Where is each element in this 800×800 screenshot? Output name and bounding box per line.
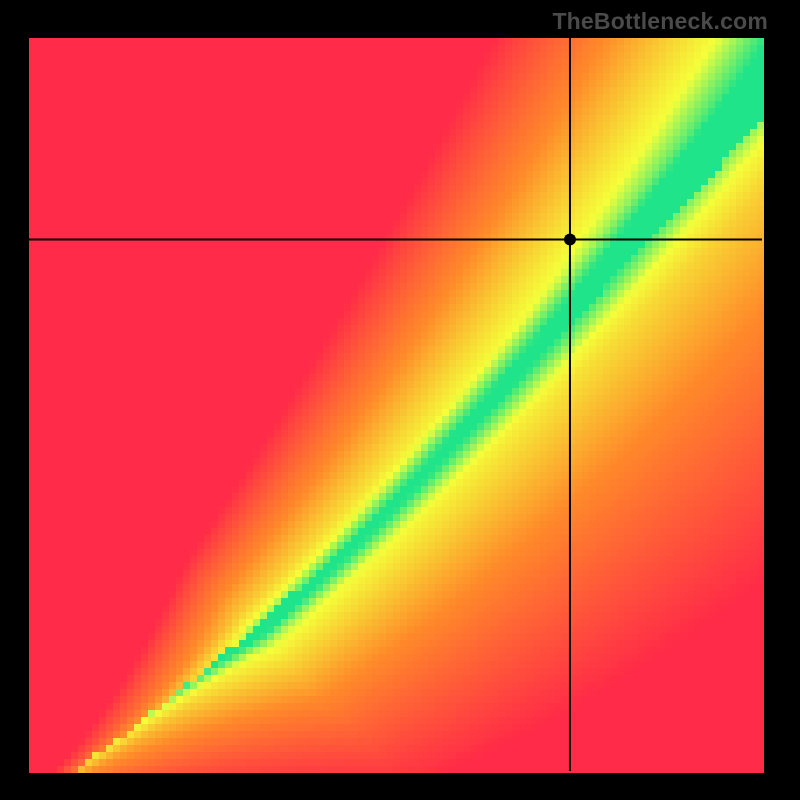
bottleneck-heatmap [0, 0, 800, 800]
watermark-text: TheBottleneck.com [552, 8, 768, 35]
